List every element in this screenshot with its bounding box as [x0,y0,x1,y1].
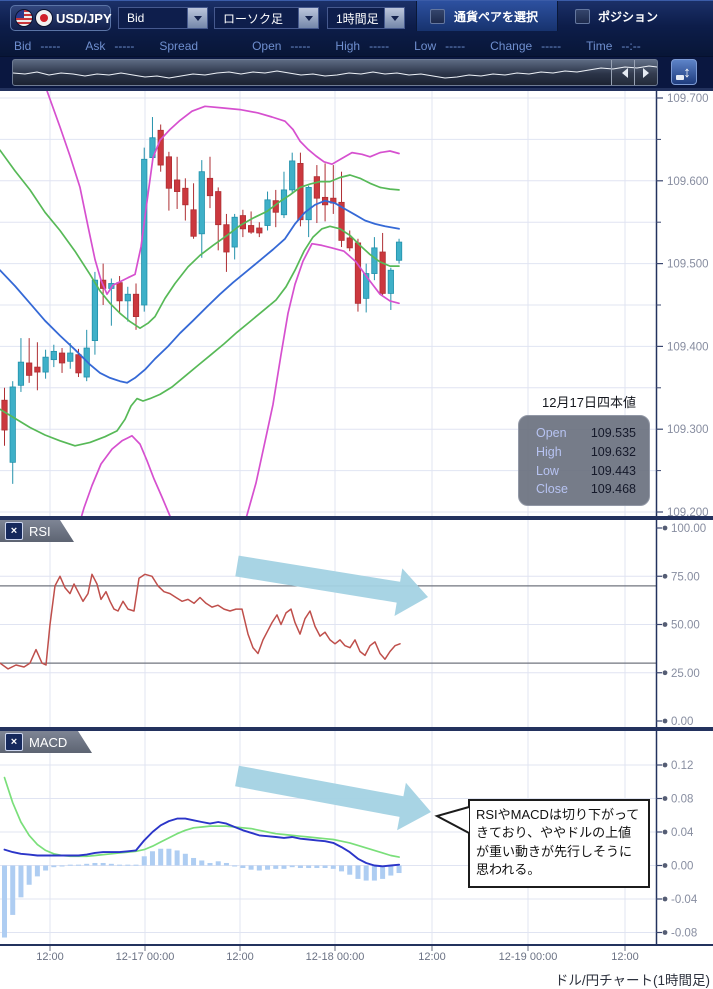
chevron-down-icon [187,8,207,28]
toolbar: USD/JPY Bid ローソク足 1時間足 通貨ペアを選択 ポジション Bid… [0,0,713,57]
quote-value: --:-- [621,39,641,53]
rsi-close-button[interactable]: × [5,522,23,540]
callout-note: RSIやMACDは切り下がってきており、ややドルの上値が重い動きが先行しそうに思… [468,799,650,888]
quote-label: Open [252,39,282,53]
pair-select-panel[interactable]: 通貨ペアを選択 [416,1,558,31]
position-label: ポジション [598,9,659,24]
time-axis-label: 12-18 00:00 [305,951,365,963]
position-checkbox[interactable] [575,8,590,24]
scroll-left-button[interactable] [611,60,635,85]
ohlc-row-open: Open 109.535 [536,426,636,440]
ohlc-row-close: Close 109.468 [536,482,636,497]
quote-value: ----- [114,39,135,53]
time-axis: 12:00 12-17 00:00 12:00 12-18 00:00 12:00 12-… [0,951,713,966]
chevron-down-icon [384,8,404,28]
time-axis-label: 12-19 00:00 [498,951,558,963]
quote-label: Ask [85,39,106,53]
expand-button[interactable]: ↕ [671,59,697,85]
rsi-chart[interactable]: 100.00 75.00 50.00 25.00 0.00 [0,520,713,731]
rsi-tab: × RSI [0,520,74,542]
chart-caption: ドル/円チャート(1時間足) [554,973,710,988]
us-flag-icon [16,10,32,26]
quote-value: ----- [541,39,562,53]
svg-text:109.700: 109.700 [667,93,709,105]
svg-text:-0.08: -0.08 [671,928,697,940]
pair-select-checkbox[interactable] [430,8,445,24]
svg-text:109.600: 109.600 [667,176,709,188]
macd-tab-label: MACD [29,734,68,750]
position-group: ポジション [575,1,658,31]
svg-text:25.00: 25.00 [671,668,700,680]
callout-text: RSIやMACDは切り下がってきており、ややドルの上値が重い動きが先行しそうに思… [476,807,640,878]
svg-text:109.400: 109.400 [667,341,709,353]
arrow-right-icon [642,67,654,78]
quote-bar: Bid ----- Ask ----- Spread Open ----- High -----… [14,38,666,54]
callout-pointer [434,806,470,834]
pane-corner-icon [676,75,684,80]
arrow-left-icon [617,67,628,78]
svg-text:0.08: 0.08 [671,794,693,806]
quote-value: ----- [40,39,61,53]
chart-type-select[interactable]: ローソク足 [214,7,319,29]
macd-tab: × MACD [0,731,92,753]
currency-pair-button[interactable]: USD/JPY [10,5,112,31]
time-axis-label: 12:00 [611,951,639,963]
main-chart[interactable]: 109.700 109.600 109.500 109.400 109.300 109.2… [0,88,713,520]
ohlc-row-high: High 109.632 [536,444,636,459]
time-axis-label: 12:00 [418,951,446,963]
quote-label: Change [490,39,533,53]
quote-label: Low [414,39,437,53]
svg-text:0.04: 0.04 [671,827,694,839]
time-axis-label: 12:00 [226,951,254,963]
svg-text:109.200: 109.200 [667,507,709,519]
timeframe-value: 1時間足 [336,11,379,26]
svg-text:75.00: 75.00 [671,571,700,583]
quote-value: ----- [445,39,466,53]
price-type-select[interactable]: Bid [118,7,208,29]
ohlc-row-low: Low 109.443 [536,463,636,478]
svg-text:0.00: 0.00 [671,861,693,873]
overview-strip: ↕ [0,57,713,88]
rsi-tab-label: RSI [29,523,51,539]
svg-text:109.500: 109.500 [667,259,709,271]
quote-label: High [335,39,361,53]
timeframe-select[interactable]: 1時間足 [327,7,405,29]
quote-label: Bid [14,39,32,53]
svg-text:-0.04: -0.04 [671,894,698,906]
daily-ohlc-title: 12月17日四本値 [542,395,636,410]
pair-label: USD/JPY [56,10,112,26]
time-axis-label: 12-17 00:00 [115,951,175,963]
scroll-right-button[interactable] [634,60,657,85]
resize-vertical-icon: ↕ [683,63,691,81]
quote-value: ----- [369,39,390,53]
quote-value: ----- [290,39,311,53]
svg-text:0.12: 0.12 [671,760,693,772]
price-type-value: Bid [127,11,145,25]
svg-text:100.00: 100.00 [671,523,706,535]
chevron-down-icon [298,8,318,28]
svg-text:50.00: 50.00 [671,620,700,632]
svg-text:0.00: 0.00 [671,716,693,728]
quote-label: Time [586,39,613,53]
overview-line [13,65,657,79]
daily-ohlc-box: Open 109.535 High 109.632 Low 109.443 Cl… [518,415,650,506]
chart-type-value: ローソク足 [223,11,284,26]
jp-flag-icon [36,10,52,26]
macd-close-button[interactable]: × [5,733,23,751]
quote-label: Spread [159,39,199,53]
overview-chart[interactable] [12,59,658,86]
pair-select-label: 通貨ペアを選択 [454,9,539,24]
svg-text:109.300: 109.300 [667,424,709,436]
time-axis-label: 12:00 [36,951,64,963]
